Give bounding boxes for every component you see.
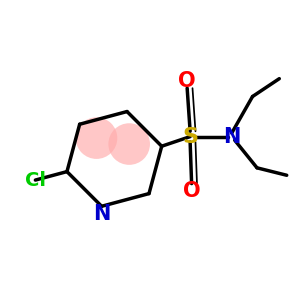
- Circle shape: [76, 117, 117, 159]
- Text: S: S: [182, 127, 198, 147]
- Text: N: N: [223, 127, 240, 147]
- Text: Cl: Cl: [25, 171, 46, 190]
- Text: O: O: [178, 71, 196, 91]
- Text: O: O: [183, 181, 200, 201]
- Circle shape: [108, 123, 150, 165]
- Text: N: N: [93, 204, 110, 224]
